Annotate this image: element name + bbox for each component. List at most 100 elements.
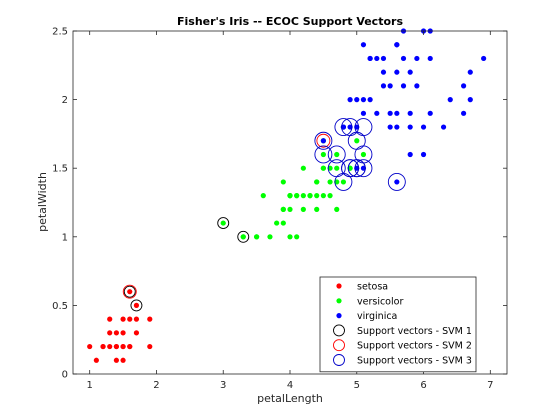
support-vector-circle [341,159,360,178]
legend-box [319,276,477,373]
data-point [314,206,320,212]
data-point [407,69,413,75]
data-point [447,97,453,103]
data-point [367,97,373,103]
data-point [394,69,400,75]
support-vector-circle [327,145,346,164]
data-point [240,234,246,240]
data-point [320,193,326,199]
series-setosa [87,289,153,363]
support-vector-circle [354,159,373,178]
data-point [300,193,306,199]
data-point [461,83,467,89]
legend-marker [333,324,345,337]
x-tick-label: 4 [287,380,293,391]
data-point [120,343,126,350]
data-point [427,55,433,62]
data-point [461,110,467,116]
data-point [113,330,119,336]
data-point [467,97,473,103]
data-point [380,69,387,75]
data-point [360,97,367,103]
data-point [127,316,133,322]
support-vector-circle [130,299,143,312]
data-point [320,165,326,171]
data-point [467,69,473,75]
data-point [147,343,153,350]
legend-marker [333,354,345,366]
legend-label: Support vectors - SVM 2 [357,341,472,352]
data-point [133,302,140,308]
data-point [133,316,140,322]
data-point [400,83,407,89]
data-point [320,138,326,144]
legend-marker [336,298,342,304]
data-point [107,316,113,322]
data-point [427,110,433,116]
data-point [414,55,420,62]
support-vector-circle [347,159,366,178]
data-point [481,55,487,62]
data-marks [87,28,487,363]
y-tick-label: 2.5 [52,27,68,38]
legend-marker [336,313,342,319]
support-vector-circle [237,230,250,243]
data-point [387,124,393,130]
y-axis-label: petalWidth [36,172,49,232]
data-point [347,97,353,103]
data-point [387,83,393,89]
data-point [334,151,340,158]
data-point [287,206,293,212]
data-point [260,193,266,199]
axes: 1 2 3 4 5 6 7 0 0.5 1 1.5 2 2.5 [52,27,508,391]
data-point [400,55,407,62]
y-tick-label: 0.5 [52,301,68,312]
series-support-vectors-svm-3 [314,118,406,191]
data-point [133,330,140,336]
x-tick-label: 5 [354,380,360,391]
legend-label: Support vectors - SVM 3 [357,356,472,367]
data-point [360,110,367,116]
y-tick-label: 2 [62,95,68,106]
series-support-vectors-svm-1 [123,217,250,312]
legend-label: virginica [357,311,397,322]
data-point [440,124,447,130]
support-vector-circle [316,133,331,148]
data-point [394,124,400,130]
data-point [127,289,133,295]
x-axis-label: petalLength [257,392,323,405]
data-point [380,55,387,62]
series-versicolor [220,124,367,240]
data-point [120,357,126,363]
data-point [220,220,226,226]
data-point [107,330,113,336]
x-tick-label: 2 [153,380,159,391]
data-point [327,193,333,199]
data-point [280,179,286,185]
data-point [387,110,393,116]
data-point [314,179,320,185]
support-vector-circle [314,145,333,164]
x-tick-label: 6 [420,380,426,391]
data-point [367,55,373,62]
support-vector-circle [217,217,230,230]
data-point [294,234,300,240]
data-point [394,179,400,185]
data-point [287,234,293,240]
data-point [267,234,273,240]
data-point [407,124,413,130]
data-point [360,42,367,48]
y-tick-label: 1 [62,232,68,243]
data-point [107,343,113,350]
legend-marker [336,283,342,289]
data-point [407,151,413,158]
support-vector-circle [314,131,333,150]
support-vector-circle [122,284,137,299]
data-point [120,316,126,322]
series-virginica [320,28,487,185]
legend-label: versicolor [357,296,403,307]
x-tick-label: 7 [487,380,493,391]
x-tick-label: 1 [87,380,93,391]
x-tick-label: 3 [220,380,226,391]
data-point [287,193,293,199]
